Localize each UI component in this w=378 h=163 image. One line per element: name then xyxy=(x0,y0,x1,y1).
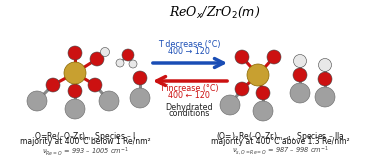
Circle shape xyxy=(220,95,240,115)
Circle shape xyxy=(256,86,270,100)
Circle shape xyxy=(68,46,82,60)
Text: T increase (°C): T increase (°C) xyxy=(159,83,219,92)
Circle shape xyxy=(267,50,281,64)
Circle shape xyxy=(315,87,335,107)
Circle shape xyxy=(247,64,269,86)
Circle shape xyxy=(64,62,86,84)
Circle shape xyxy=(65,99,85,119)
Circle shape xyxy=(68,84,82,98)
Circle shape xyxy=(129,60,137,68)
Circle shape xyxy=(99,91,119,111)
Circle shape xyxy=(116,59,124,67)
Text: (O=)$_2$Re(–O–Zr)$_{m-1}$, Species – IIa: (O=)$_2$Re(–O–Zr)$_{m-1}$, Species – IIa xyxy=(215,130,344,143)
Text: O=Re(–O–Zr)$_m$ ,Species – I: O=Re(–O–Zr)$_m$ ,Species – I xyxy=(34,130,136,143)
Circle shape xyxy=(88,78,102,92)
Circle shape xyxy=(290,83,310,103)
Circle shape xyxy=(130,88,150,108)
Circle shape xyxy=(235,82,249,96)
Text: $\nu_{Re=O}$ = 993 – 1005 cm$^{-1}$: $\nu_{Re=O}$ = 993 – 1005 cm$^{-1}$ xyxy=(42,145,129,157)
Circle shape xyxy=(253,101,273,121)
Text: conditions: conditions xyxy=(168,110,210,119)
Text: majority at 400°C above 1.3 Re/nm²: majority at 400°C above 1.3 Re/nm² xyxy=(211,137,349,146)
Circle shape xyxy=(319,59,332,72)
Circle shape xyxy=(235,50,249,64)
Text: Dehydrated: Dehydrated xyxy=(165,103,213,111)
Circle shape xyxy=(27,91,47,111)
Circle shape xyxy=(293,68,307,82)
Text: T decrease (°C): T decrease (°C) xyxy=(158,40,220,50)
Text: majority at 400°C below 1 Re/nm²: majority at 400°C below 1 Re/nm² xyxy=(20,137,150,146)
Circle shape xyxy=(101,47,110,57)
Circle shape xyxy=(90,52,104,66)
Text: 400 → 120: 400 → 120 xyxy=(168,47,210,57)
Circle shape xyxy=(133,71,147,85)
Circle shape xyxy=(122,49,134,61)
Text: ReO$_x$/ZrO$_2$($m$): ReO$_x$/ZrO$_2$($m$) xyxy=(169,5,261,20)
Circle shape xyxy=(46,78,60,92)
Circle shape xyxy=(318,72,332,86)
Text: $\nu_{s,O=Re=O}$ = 987 – 998 cm$^{-1}$: $\nu_{s,O=Re=O}$ = 987 – 998 cm$^{-1}$ xyxy=(232,145,328,157)
Circle shape xyxy=(293,54,307,67)
Text: 400 ← 120: 400 ← 120 xyxy=(168,90,210,99)
